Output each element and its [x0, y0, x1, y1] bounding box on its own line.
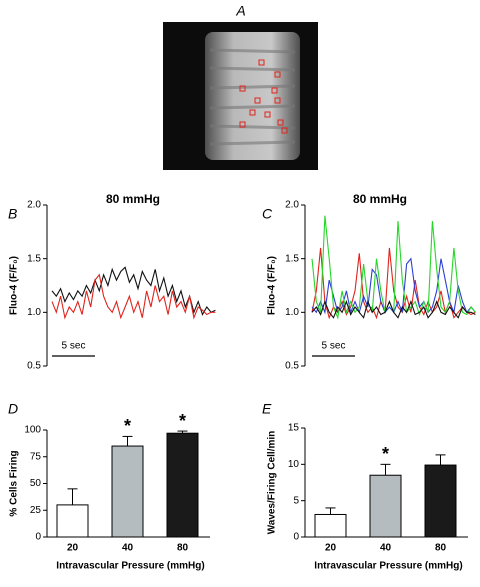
trace — [311, 299, 476, 319]
significance-marker: * — [124, 416, 131, 436]
x-tick-label: 40 — [122, 543, 134, 554]
y-axis-label: % Cells Firing — [9, 450, 20, 516]
y-tick-label: 0 — [293, 532, 299, 543]
y-tick-label: 50 — [30, 478, 42, 489]
y-tick-label: 2.0 — [285, 200, 299, 211]
y-tick-label: 0 — [35, 532, 41, 543]
x-tick-label: 40 — [380, 543, 392, 554]
x-tick-label: 20 — [325, 543, 337, 554]
bar — [166, 432, 199, 538]
panel-label: E — [262, 401, 272, 417]
y-tick-label: 5 — [293, 495, 299, 506]
bar — [424, 464, 457, 538]
y-tick-label: 1.5 — [285, 253, 299, 264]
panel-label: D — [8, 401, 18, 417]
trace — [51, 266, 216, 316]
y-tick-label: 1.0 — [27, 307, 41, 318]
y-tick-label: 1.5 — [27, 253, 41, 264]
y-tick-label: 2.0 — [27, 200, 41, 211]
bar — [314, 513, 347, 538]
bar — [369, 474, 402, 538]
x-tick-label: 20 — [67, 543, 79, 554]
y-axis-label: Fluo-4 (F/F₀) — [9, 256, 20, 315]
scale-bar-label: 5 sec — [62, 341, 86, 352]
bar — [56, 504, 89, 538]
y-tick-label: 10 — [288, 459, 300, 470]
significance-marker: * — [179, 411, 186, 431]
significance-marker: * — [382, 444, 389, 464]
y-tick-label: 75 — [30, 451, 42, 462]
trace — [311, 215, 476, 320]
scale-bar-label: 5 sec — [322, 341, 346, 352]
y-tick-label: 0.5 — [285, 361, 299, 372]
panel-label: B — [8, 206, 17, 222]
y-axis-label: Waves/Firing Cell/min — [267, 431, 278, 535]
y-tick-label: 1.0 — [285, 307, 299, 318]
x-tick-label: 80 — [435, 543, 447, 554]
panel-label: C — [262, 206, 273, 222]
x-axis-label: Intravascular Pressure (mmHg) — [56, 561, 204, 572]
panel-label: A — [235, 3, 245, 19]
trace — [51, 273, 216, 320]
y-tick-label: 100 — [24, 425, 41, 436]
y-tick-label: 15 — [288, 423, 300, 434]
y-tick-label: 25 — [30, 505, 42, 516]
y-axis-label: Fluo-4 (F/F₀) — [267, 256, 278, 315]
x-tick-label: 80 — [177, 543, 189, 554]
micrograph — [163, 22, 318, 170]
x-axis-label: Intravascular Pressure (mmHg) — [314, 561, 462, 572]
y-tick-label: 0.5 — [27, 361, 41, 372]
chart-title: 80 mmHg — [353, 192, 407, 206]
chart-title: 80 mmHg — [106, 192, 160, 206]
bar — [111, 445, 144, 538]
